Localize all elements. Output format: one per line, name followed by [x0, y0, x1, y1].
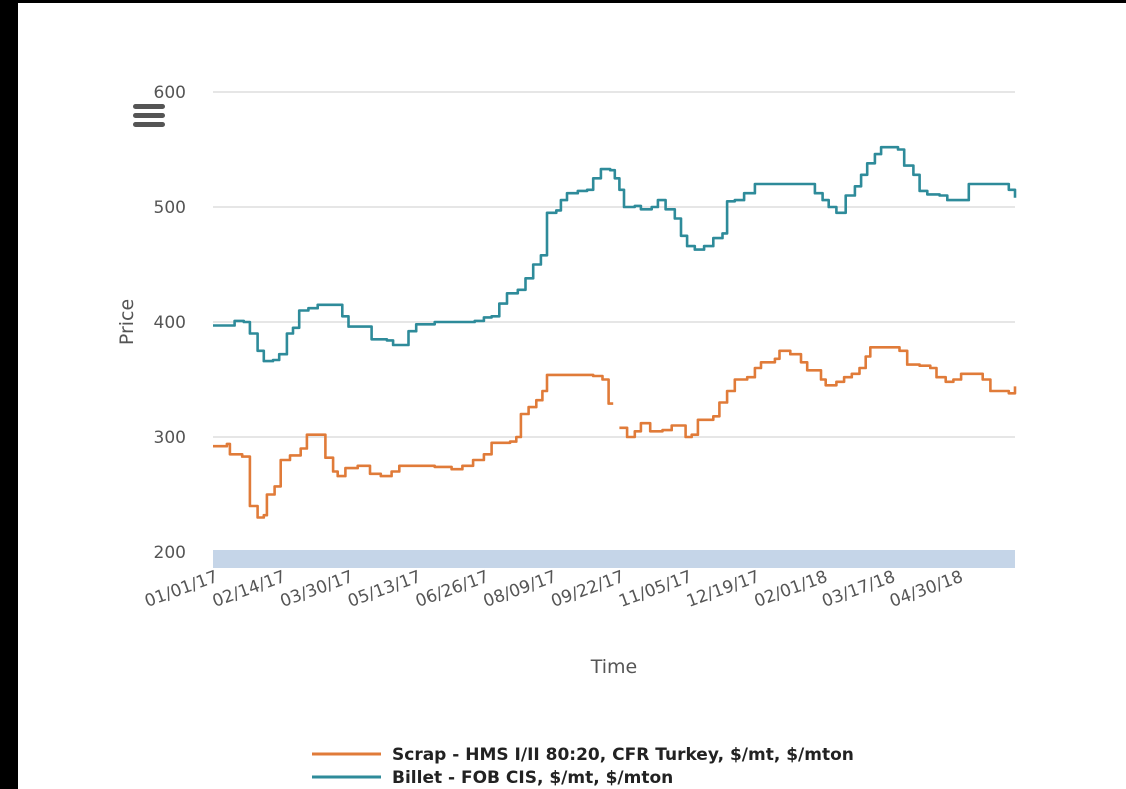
hamburger-menu-icon[interactable]: [133, 104, 165, 130]
legend: Scrap - HMS I/II 80:20, CFR Turkey, $/mt…: [312, 745, 854, 788]
x-axis-ticks: 01/01/1702/14/1703/30/1705/13/1706/26/17…: [142, 567, 966, 612]
y-tick-label: 500: [154, 198, 186, 218]
x-tick-label: 02/14/17: [210, 567, 289, 612]
x-tick-label: 02/01/18: [752, 567, 831, 612]
gridlines: [213, 91, 1015, 438]
x-tick-label: 05/13/17: [345, 567, 424, 612]
x-tick-label: 08/09/17: [481, 567, 560, 612]
x-tick-label: 04/30/18: [887, 567, 966, 612]
chart-frame: [18, 3, 1126, 789]
x-axis-title: Time: [590, 656, 638, 678]
series-lines: [213, 145, 1017, 519]
x-tick-label: 11/05/17: [616, 567, 695, 612]
navigator-band[interactable]: [213, 550, 1015, 568]
legend-item-1[interactable]: Billet - FOB CIS, $/mt, $/mton: [392, 768, 673, 788]
y-tick-label: 300: [154, 428, 186, 448]
x-tick-label: 03/30/17: [278, 567, 357, 612]
y-axis-ticks: 200 300 400 500 600: [154, 83, 186, 563]
legend-item-0[interactable]: Scrap - HMS I/II 80:20, CFR Turkey, $/mt…: [392, 745, 854, 765]
x-tick-label: 12/19/17: [684, 567, 763, 612]
x-tick-label: 06/26/17: [413, 567, 492, 612]
y-axis-title: Price: [116, 299, 138, 345]
y-tick-label: 400: [154, 313, 186, 333]
series-line-1[interactable]: [213, 145, 1017, 363]
y-tick-label: 200: [154, 543, 186, 563]
x-tick-label: 01/01/17: [142, 567, 221, 612]
x-tick-label: 09/22/17: [549, 567, 628, 612]
series-line-0[interactable]: [213, 346, 1017, 519]
x-tick-label: 03/17/18: [819, 567, 898, 612]
y-tick-label: 600: [154, 83, 186, 103]
